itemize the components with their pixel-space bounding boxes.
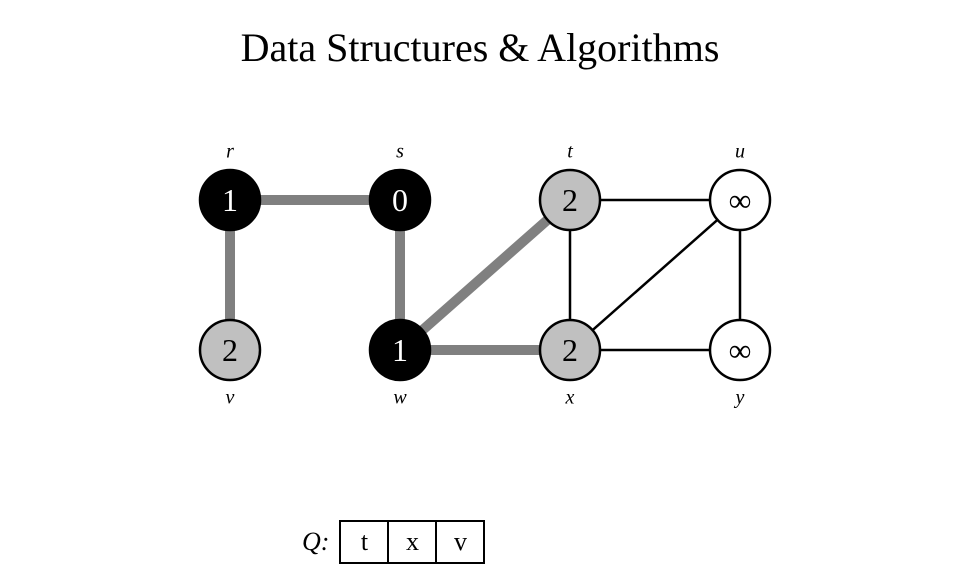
edge-x-u [592,220,717,330]
node-value-x: 2 [562,332,578,368]
node-label-x: x [566,387,575,410]
node-label-r: r [226,141,234,164]
edge-w-t [422,220,547,330]
node-value-t: 2 [562,182,578,218]
queue-cell: v [435,520,485,564]
queue-cell: t [339,520,389,564]
node-label-w: w [393,387,406,410]
page-title: Data Structures & Algorithms [0,24,960,71]
node-label-t: t [567,141,573,164]
queue: Q: t x v [302,520,485,564]
node-value-v: 2 [222,332,238,368]
queue-cells: t x v [339,520,485,564]
node-value-w: 1 [392,332,408,368]
node-value-s: 0 [392,182,408,218]
queue-cell: x [387,520,437,564]
queue-label: Q: [302,527,329,557]
node-label-s: s [396,141,404,164]
node-value-y: ∞ [729,332,752,368]
node-label-u: u [735,141,745,164]
graph-svg: 1 0 2 ∞ 2 1 2 ∞ [0,100,960,480]
node-value-r: 1 [222,182,238,218]
node-label-v: v [226,387,235,410]
node-label-y: y [736,387,745,410]
node-value-u: ∞ [729,182,752,218]
graph-stage: 102∞212∞ r s t u v w x y Q: t x v [0,100,960,540]
